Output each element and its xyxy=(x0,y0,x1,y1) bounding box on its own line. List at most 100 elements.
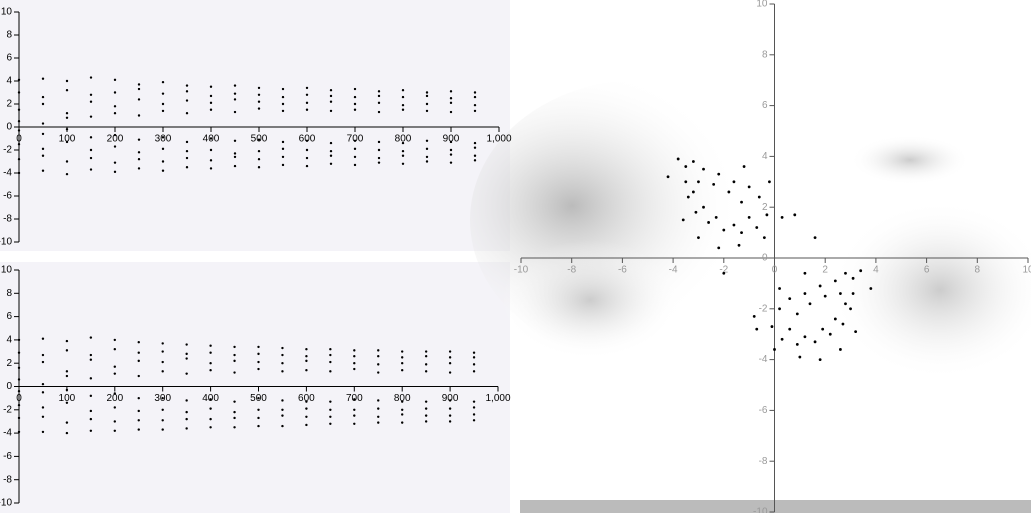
data-point xyxy=(257,396,260,400)
data-point xyxy=(233,110,237,114)
data-point xyxy=(185,417,188,421)
data-point xyxy=(377,101,381,105)
y-tick-label: 4 xyxy=(762,151,768,162)
y-tick-label: -4 xyxy=(759,354,768,365)
data-point xyxy=(473,141,477,145)
x-tick-label: 900 xyxy=(443,134,460,145)
y-tick-label: -2 xyxy=(3,145,12,156)
data-point xyxy=(161,350,164,353)
data-point xyxy=(449,140,453,144)
y-tick-label: -10 xyxy=(0,237,12,248)
data-point xyxy=(185,357,188,360)
data-point xyxy=(89,358,93,361)
data-point xyxy=(448,371,452,374)
data-point xyxy=(329,353,332,357)
data-point xyxy=(257,408,260,411)
x-tick-label: 700 xyxy=(347,134,364,145)
data-point xyxy=(137,158,141,161)
data-point xyxy=(65,374,69,378)
data-point xyxy=(137,167,141,170)
y-tick-label: 2 xyxy=(6,358,12,369)
data-point xyxy=(185,156,189,160)
data-point xyxy=(401,89,405,92)
data-point xyxy=(41,391,45,394)
data-point xyxy=(209,159,213,162)
data-point xyxy=(449,161,453,164)
data-point xyxy=(41,154,45,157)
x-tick-label: -8 xyxy=(567,265,576,276)
data-point xyxy=(305,348,308,351)
data-point xyxy=(113,420,117,423)
data-point xyxy=(89,156,93,160)
data-point xyxy=(17,108,21,111)
data-point xyxy=(765,213,769,217)
data-point xyxy=(851,276,855,280)
data-point xyxy=(281,408,284,411)
data-point xyxy=(185,343,188,346)
data-point xyxy=(257,86,261,90)
data-point xyxy=(448,356,452,359)
data-point xyxy=(401,154,405,157)
data-point xyxy=(185,112,189,115)
data-point xyxy=(424,363,428,366)
data-point xyxy=(89,429,93,432)
data-point xyxy=(353,139,357,142)
y-tick-label: 10 xyxy=(756,0,768,10)
data-point xyxy=(113,161,117,164)
data-point xyxy=(233,371,236,374)
data-point xyxy=(449,153,453,156)
data-point xyxy=(353,155,357,159)
data-point xyxy=(161,92,165,95)
data-point xyxy=(752,315,756,318)
data-point xyxy=(233,98,237,101)
data-point xyxy=(161,160,165,163)
data-point xyxy=(377,415,380,418)
y-tick-label: 0 xyxy=(6,381,12,392)
data-point xyxy=(137,138,141,141)
data-point xyxy=(353,408,356,411)
data-point xyxy=(401,141,405,145)
data-point xyxy=(329,348,332,351)
data-point xyxy=(841,322,845,326)
data-point xyxy=(844,302,847,306)
data-point xyxy=(448,399,452,402)
data-point xyxy=(425,139,429,142)
data-point xyxy=(770,325,774,328)
data-point xyxy=(473,154,477,157)
data-point xyxy=(209,351,212,354)
data-point xyxy=(401,400,404,403)
data-point xyxy=(424,420,428,423)
data-point xyxy=(851,292,855,295)
data-point xyxy=(89,409,93,413)
data-point xyxy=(740,200,743,204)
data-point xyxy=(65,112,69,115)
data-point xyxy=(449,110,453,114)
bottom-bar xyxy=(520,500,1031,513)
data-point xyxy=(762,236,766,240)
data-point xyxy=(41,122,45,125)
data-point xyxy=(377,399,380,402)
data-point xyxy=(305,368,308,372)
data-point xyxy=(113,133,117,137)
data-point xyxy=(161,408,164,411)
data-point xyxy=(113,91,117,94)
data-point xyxy=(233,400,236,403)
data-point xyxy=(65,172,69,176)
data-point xyxy=(137,151,141,154)
data-point xyxy=(305,415,308,418)
data-point xyxy=(65,116,69,120)
data-point xyxy=(473,91,477,94)
data-point xyxy=(65,339,69,343)
data-point xyxy=(89,148,93,152)
data-point xyxy=(89,377,93,380)
data-point xyxy=(329,89,333,92)
data-point xyxy=(833,317,837,321)
data-point xyxy=(209,398,212,401)
data-point xyxy=(113,406,117,409)
data-point xyxy=(424,350,428,353)
y-tick-label: -2 xyxy=(759,303,768,314)
data-point xyxy=(89,417,93,421)
data-point xyxy=(257,149,261,153)
data-point xyxy=(113,105,117,108)
